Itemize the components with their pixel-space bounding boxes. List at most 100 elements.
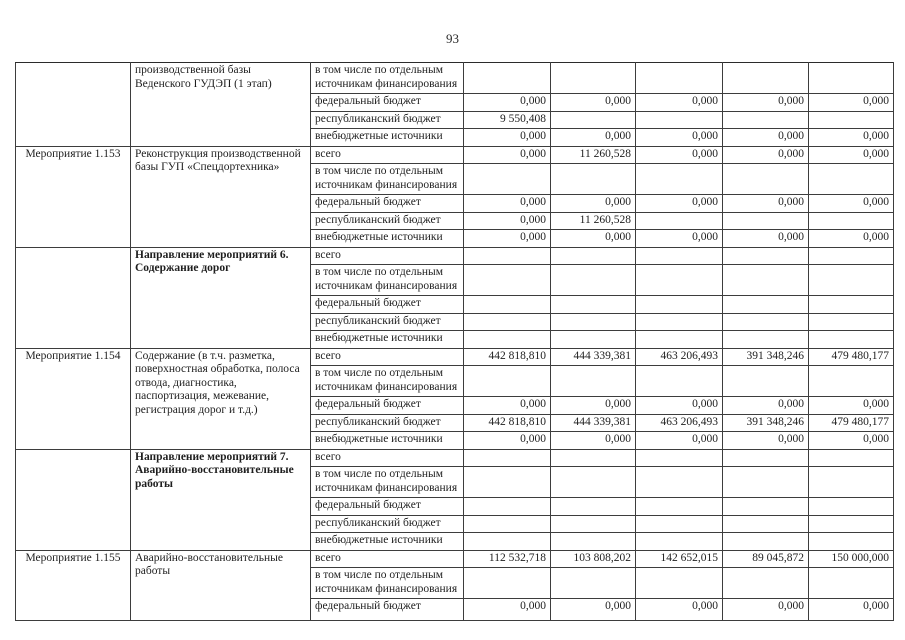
funding-source-cell: федеральный бюджет (310, 194, 464, 213)
value-cell: 0,000 (722, 145, 809, 164)
value-cell: 0,000 (808, 93, 894, 112)
value-cell (635, 365, 723, 397)
funding-source-cell: федеральный бюджет (310, 93, 464, 112)
financing-table-body: производственной базы Веденского ГУДЭП (… (15, 62, 894, 621)
value-cell: 463 206,493 (635, 347, 723, 366)
value-cell (635, 211, 723, 230)
value-cell: 0,000 (463, 431, 551, 450)
value-cell: 444 339,381 (550, 413, 636, 432)
activity-title-cell: Содержание (в т.ч. разметка, поверхностн… (130, 347, 311, 450)
funding-source-cell: всего (310, 448, 464, 467)
funding-source-cell: федеральный бюджет (310, 396, 464, 415)
value-cell: 0,000 (722, 229, 809, 248)
value-cell (635, 466, 723, 498)
value-cell: 0,000 (635, 194, 723, 213)
value-cell (550, 246, 636, 265)
funding-source-cell: в том числе по отдельным источникам фина… (310, 567, 464, 599)
value-cell (550, 330, 636, 349)
activity-id-cell: Мероприятие 1.155 (15, 549, 131, 621)
value-cell: 9 550,408 (463, 110, 551, 129)
value-cell (635, 330, 723, 349)
value-cell: 0,000 (550, 128, 636, 147)
table-row: в том числе по отдельным источникам фина… (16, 365, 894, 397)
value-cell (722, 497, 809, 516)
value-cell: 0,000 (808, 145, 894, 164)
value-cell (550, 497, 636, 516)
value-cell (808, 448, 894, 467)
value-cell (808, 62, 894, 94)
value-cell (550, 110, 636, 129)
value-cell: 0,000 (722, 431, 809, 450)
value-cell (550, 312, 636, 331)
value-cell (722, 163, 809, 195)
value-cell: 0,000 (635, 229, 723, 248)
page-number: 93 (446, 31, 459, 46)
table-row: в том числе по отдельным источникам фина… (16, 567, 894, 599)
value-cell: 11 260,528 (550, 145, 636, 164)
table-row: республиканский бюджет (16, 312, 894, 331)
value-cell: 0,000 (550, 598, 636, 621)
value-cell (808, 295, 894, 314)
value-cell (808, 163, 894, 195)
funding-source-cell: республиканский бюджет (310, 312, 464, 331)
value-cell (635, 246, 723, 265)
funding-source-cell: республиканский бюджет (310, 514, 464, 533)
value-cell (550, 514, 636, 533)
value-cell (808, 497, 894, 516)
value-cell (808, 532, 894, 551)
value-cell: 0,000 (635, 396, 723, 415)
value-cell (808, 330, 894, 349)
value-cell: 479 480,177 (808, 413, 894, 432)
value-cell (463, 497, 551, 516)
funding-source-cell: внебюджетные источники (310, 330, 464, 349)
value-cell (635, 163, 723, 195)
table-row: Направление мероприятий 7. Аварийно-восс… (15, 448, 894, 551)
table-row: в том числе по отдельным источникам фина… (16, 264, 894, 296)
value-cell (635, 448, 723, 467)
value-cell: 0,000 (550, 194, 636, 213)
value-cell: 142 652,015 (635, 549, 723, 568)
table-row: в том числе по отдельным источникам фина… (16, 466, 894, 498)
value-cell: 0,000 (463, 128, 551, 147)
funding-source-cell: в том числе по отдельным источникам фина… (310, 163, 464, 195)
value-cell: 0,000 (550, 229, 636, 248)
funding-source-cell: федеральный бюджет (310, 598, 464, 621)
value-cell (722, 62, 809, 94)
value-cell: 0,000 (463, 145, 551, 164)
value-cell: 0,000 (722, 598, 809, 621)
activity-id-cell (15, 62, 131, 147)
value-cell (722, 110, 809, 129)
value-cell (550, 466, 636, 498)
value-cell (550, 295, 636, 314)
value-cell: 89 045,872 (722, 549, 809, 568)
value-cell: 0,000 (463, 194, 551, 213)
value-cell (463, 312, 551, 331)
activity-id-cell (15, 246, 131, 349)
value-cell (463, 567, 551, 599)
activity-title-cell: производственной базы Веденского ГУДЭП (… (130, 62, 311, 147)
funding-source-cell: в том числе по отдельным источникам фина… (310, 466, 464, 498)
funding-source-cell: республиканский бюджет (310, 110, 464, 129)
value-cell: 0,000 (463, 598, 551, 621)
value-cell: 0,000 (722, 128, 809, 147)
value-cell (550, 532, 636, 551)
value-cell: 11 260,528 (550, 211, 636, 230)
funding-source-cell: всего (310, 549, 464, 568)
financing-table: производственной базы Веденского ГУДЭП (… (15, 62, 894, 621)
value-cell: 150 000,000 (808, 549, 894, 568)
value-cell (550, 448, 636, 467)
value-cell (808, 514, 894, 533)
value-cell: 0,000 (463, 211, 551, 230)
value-cell: 0,000 (808, 229, 894, 248)
value-cell: 391 348,246 (722, 413, 809, 432)
funding-source-cell: в том числе по отдельным источникам фина… (310, 62, 464, 94)
table-row: республиканский бюджет 442 818,810 444 339… (16, 413, 894, 432)
value-cell (463, 448, 551, 467)
value-cell (635, 567, 723, 599)
value-cell: 0,000 (550, 431, 636, 450)
table-row: федеральный бюджет 0,000 0,000 0,000 0,000 0,… (16, 598, 894, 621)
value-cell: 0,000 (808, 431, 894, 450)
funding-source-cell: в том числе по отдельным источникам фина… (310, 264, 464, 296)
value-cell (808, 246, 894, 265)
value-cell (463, 466, 551, 498)
